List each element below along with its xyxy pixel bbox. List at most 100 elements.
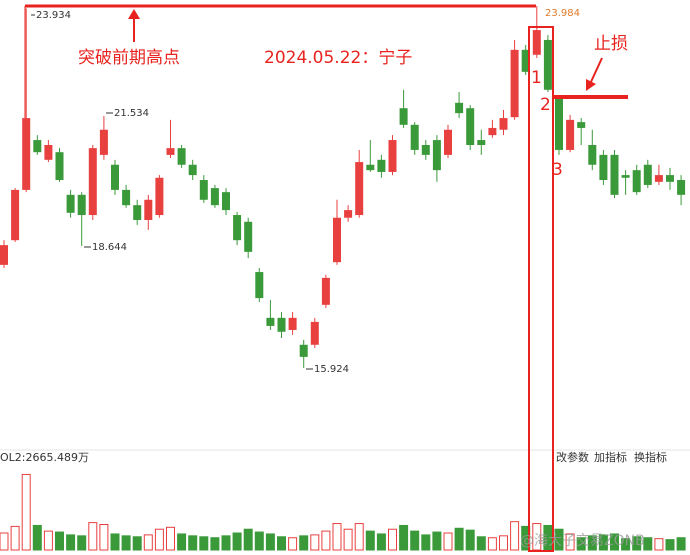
candle-body bbox=[355, 162, 364, 216]
candle-body bbox=[432, 140, 441, 171]
low-label: 18.644 bbox=[92, 242, 127, 253]
volume-bar bbox=[343, 528, 353, 551]
candle-body bbox=[566, 119, 575, 150]
highlight-box bbox=[528, 26, 554, 552]
control[interactable]: 换指标 bbox=[634, 450, 667, 464]
marker: 1 bbox=[531, 68, 542, 88]
candle-body bbox=[144, 199, 153, 220]
candle-body bbox=[233, 215, 242, 241]
candle-body bbox=[55, 152, 64, 181]
volume-bar bbox=[610, 533, 619, 551]
candle-body bbox=[410, 124, 419, 150]
volume-bar bbox=[277, 536, 286, 551]
control[interactable]: 加指标 bbox=[594, 450, 627, 464]
candle-body bbox=[44, 145, 53, 160]
volume-bar bbox=[576, 537, 586, 551]
volume-bar bbox=[232, 532, 242, 551]
candle-body bbox=[588, 145, 597, 165]
volume-bar bbox=[421, 534, 431, 551]
annotation-title: 突破前期高点 bbox=[78, 48, 180, 68]
volume-bar bbox=[299, 535, 309, 551]
volume-bar bbox=[510, 521, 520, 551]
candle-body bbox=[510, 49, 519, 118]
volume-bar bbox=[88, 522, 98, 551]
volume-bar bbox=[410, 530, 420, 551]
volume-bar bbox=[0, 532, 9, 551]
candle-body bbox=[455, 102, 464, 114]
volume-bar bbox=[432, 531, 442, 551]
volume-bar bbox=[110, 533, 120, 551]
arrow-head bbox=[128, 9, 140, 19]
volume-label: OL2:2665.489万 bbox=[0, 451, 89, 464]
volume-bar bbox=[265, 533, 275, 551]
volume-bar bbox=[210, 537, 220, 551]
volume-bar bbox=[10, 525, 20, 551]
volume-bar bbox=[399, 524, 409, 551]
annotation-stop: 止损 bbox=[594, 34, 628, 54]
candle-body bbox=[499, 118, 508, 130]
candle-body bbox=[677, 180, 686, 195]
candle-body bbox=[399, 108, 408, 125]
candle-body bbox=[599, 154, 608, 181]
volume-bar bbox=[321, 530, 331, 551]
control[interactable]: 改参数 bbox=[556, 450, 589, 464]
candle-body bbox=[321, 277, 330, 305]
volume-bar bbox=[132, 536, 142, 551]
watermark: @海大子交易ZONB bbox=[520, 532, 645, 549]
candle-body bbox=[88, 148, 97, 216]
volume-bar bbox=[365, 530, 375, 551]
volume-bar bbox=[77, 535, 87, 551]
volume-bar bbox=[554, 528, 564, 551]
candle-body bbox=[477, 140, 486, 146]
candle-body bbox=[488, 127, 497, 136]
volume-bar bbox=[376, 533, 386, 551]
candle-body bbox=[654, 175, 663, 182]
volume-bar bbox=[143, 534, 153, 551]
volume-bar bbox=[499, 535, 508, 551]
volume-bar bbox=[66, 534, 76, 551]
volume-bar bbox=[121, 535, 131, 551]
volume-bar bbox=[487, 537, 497, 551]
candle-body bbox=[22, 118, 31, 190]
volume-bar bbox=[388, 528, 397, 551]
volume-bar bbox=[476, 536, 486, 551]
candle-body bbox=[666, 175, 674, 182]
volume-bar bbox=[199, 536, 209, 551]
candle-body bbox=[122, 189, 131, 206]
volume-bar bbox=[587, 535, 597, 551]
candle-body bbox=[632, 170, 641, 193]
volume-bar bbox=[632, 536, 642, 551]
candle-body bbox=[266, 317, 275, 326]
candle-body bbox=[333, 217, 341, 263]
volume-bar bbox=[565, 533, 575, 551]
volume-bar bbox=[188, 535, 198, 551]
volume-bar bbox=[454, 527, 464, 551]
candle-body bbox=[555, 97, 563, 150]
candle-body bbox=[277, 317, 286, 332]
volume-bar bbox=[55, 531, 64, 551]
volume-bar bbox=[177, 533, 187, 551]
candle-body bbox=[0, 245, 8, 265]
volume-bar bbox=[665, 539, 675, 551]
volume-bar bbox=[154, 528, 164, 551]
candle-body bbox=[77, 194, 86, 216]
candle-body bbox=[310, 321, 319, 345]
candle-body bbox=[444, 129, 452, 155]
candle-body bbox=[388, 140, 397, 172]
volume-bar bbox=[621, 538, 631, 551]
candle-body bbox=[643, 164, 652, 185]
candle-body bbox=[577, 122, 586, 128]
candle-body bbox=[543, 39, 552, 90]
low-label: 15.924 bbox=[314, 364, 349, 375]
volume-bar bbox=[21, 473, 31, 551]
volume-bar bbox=[465, 529, 475, 551]
candle-body bbox=[299, 344, 308, 357]
candle-body bbox=[111, 164, 119, 190]
volume-bar bbox=[43, 530, 53, 551]
candle-body bbox=[99, 129, 108, 155]
candle-body bbox=[166, 148, 175, 155]
candle-body bbox=[177, 148, 186, 165]
marks bbox=[0, 6, 686, 551]
